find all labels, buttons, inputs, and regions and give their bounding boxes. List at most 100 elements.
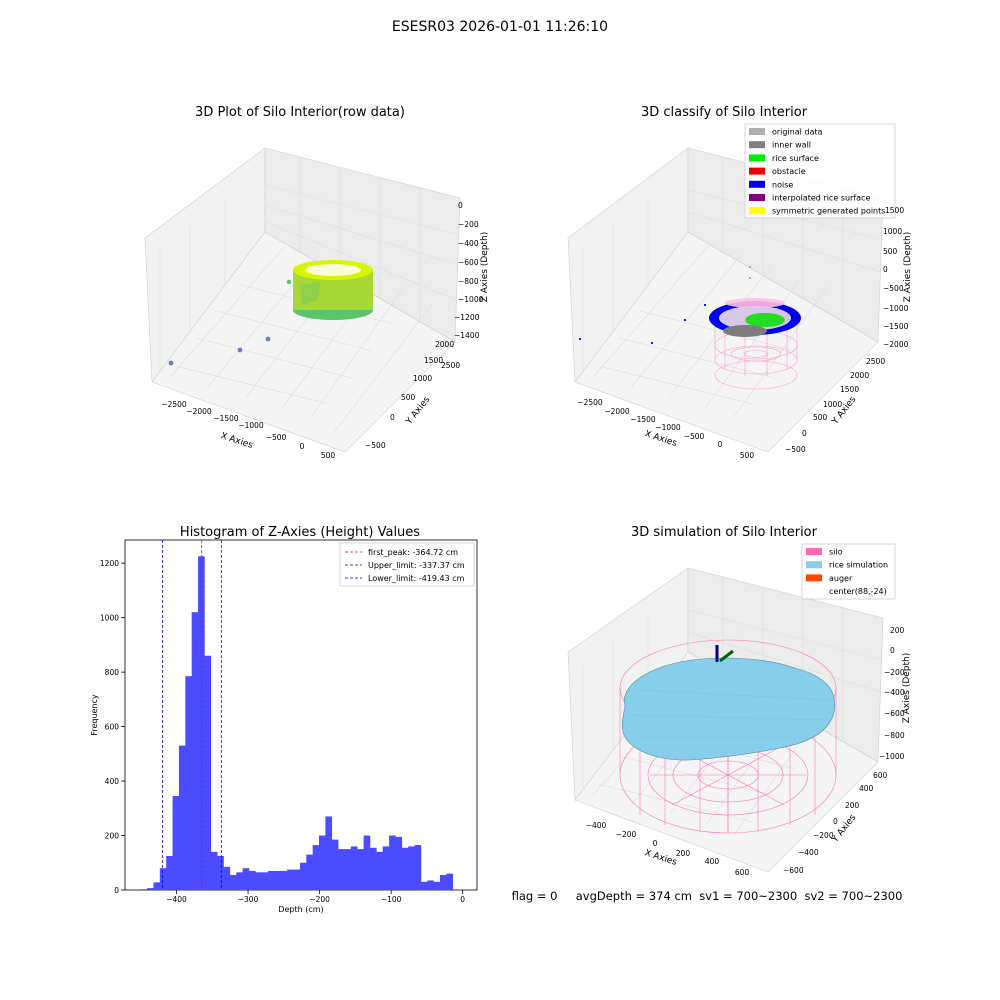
histogram-legend-label: Lower_limit: -419.43 cm xyxy=(368,574,465,583)
classify-legend-label: noise xyxy=(772,180,793,189)
svg-text:500: 500 xyxy=(321,451,336,460)
histogram-bar xyxy=(312,845,320,890)
simulation-legend-swatch xyxy=(806,561,822,569)
histogram-y-tick-label: 1200 xyxy=(100,559,119,568)
histogram-bar xyxy=(338,849,345,890)
svg-text:−2500: −2500 xyxy=(161,400,187,409)
histogram-x-tick-label: −400 xyxy=(166,895,187,904)
histogram-bar xyxy=(369,847,377,890)
svg-text:0: 0 xyxy=(653,839,658,848)
histogram-bar xyxy=(382,846,390,890)
svg-text:0: 0 xyxy=(833,817,838,826)
svg-text:−800: −800 xyxy=(884,731,905,740)
svg-text:0: 0 xyxy=(802,429,807,438)
histogram-bar xyxy=(185,676,192,890)
svg-text:−400: −400 xyxy=(458,239,479,248)
histogram-legend: first_peak: -364.72 cm Upper_limit: -337.… xyxy=(339,542,475,587)
svg-text:−600: −600 xyxy=(783,866,804,875)
svg-text:400: 400 xyxy=(859,784,874,793)
histogram-bar xyxy=(140,889,148,890)
svg-text:500: 500 xyxy=(740,451,755,460)
svg-text:−200: −200 xyxy=(884,668,905,677)
histogram-bar xyxy=(261,872,269,890)
classify-point-cloud xyxy=(578,266,801,390)
svg-text:−1500: −1500 xyxy=(213,414,239,423)
histogram-x-ticks: −400 −300 −200 −100 0 xyxy=(166,890,465,904)
raw-x-label: X Axies xyxy=(219,431,254,451)
classify-x-label: X Axies xyxy=(643,429,678,449)
histogram-y-tick-label: 0 xyxy=(114,886,119,895)
histogram-y-ticks: 0 200 400 600 800 1000 1200 xyxy=(100,559,125,895)
histogram-bar xyxy=(210,851,218,890)
svg-text:0: 0 xyxy=(718,440,723,449)
classify-legend-swatch xyxy=(749,180,765,188)
svg-text:1500: 1500 xyxy=(840,385,859,394)
raw-plot-title: 3D Plot of Silo Interior(row data) xyxy=(195,105,405,120)
histogram-title: Histogram of Z-Axies (Height) Values xyxy=(180,525,420,540)
simulation-z-label: Z Axies (Depth) xyxy=(902,653,912,724)
simulation-legend-label: auger xyxy=(829,574,853,583)
classify-legend-swatch xyxy=(749,128,765,135)
histogram-bar xyxy=(319,835,326,890)
classify-legend-swatch xyxy=(749,207,765,215)
svg-text:1500: 1500 xyxy=(424,356,443,365)
histogram-bar xyxy=(166,855,173,890)
svg-text:−2500: −2500 xyxy=(577,398,603,407)
svg-text:−1500: −1500 xyxy=(883,322,909,331)
histogram-bar xyxy=(414,845,422,890)
raw-3d-plot: 3D Plot of Silo Interior(row data) xyxy=(144,105,490,460)
histogram-bar xyxy=(178,745,186,890)
classify-legend-label: original data xyxy=(772,128,823,137)
histogram-bar xyxy=(440,875,447,890)
svg-text:−1000: −1000 xyxy=(879,752,905,761)
histogram-bar xyxy=(268,870,275,890)
histogram-bar xyxy=(217,855,224,890)
svg-text:−600: −600 xyxy=(458,258,479,267)
histogram-chart: Histogram of Z-Axies (Height) Values −40… xyxy=(90,525,478,914)
histogram-bar xyxy=(408,846,415,890)
raw-outlier-point xyxy=(265,336,271,342)
svg-text:600: 600 xyxy=(735,868,750,877)
svg-text:−1000: −1000 xyxy=(883,304,909,313)
svg-text:0: 0 xyxy=(458,201,463,210)
histogram-x-tick-label: −200 xyxy=(309,895,330,904)
svg-text:−500: −500 xyxy=(365,441,386,450)
histogram-bar xyxy=(153,882,161,890)
histogram-y-tick-label: 200 xyxy=(105,832,120,841)
histogram-bar xyxy=(242,868,250,890)
histogram-bar xyxy=(236,872,243,890)
svg-text:−1400: −1400 xyxy=(454,331,480,340)
histogram-bar xyxy=(204,655,212,890)
classify-legend-label: rice surface xyxy=(772,154,819,163)
simulation-3d-plot: 3D simulation of Silo Interior xyxy=(567,525,912,877)
histogram-bar xyxy=(389,835,396,890)
simulation-legend: silo rice simulation auger center(88,-24) xyxy=(801,543,896,600)
histogram-bar xyxy=(433,881,441,890)
histogram-bar xyxy=(191,612,199,890)
svg-text:−600: −600 xyxy=(884,709,905,718)
svg-text:2000: 2000 xyxy=(850,371,869,380)
classify-legend-label: obstacle xyxy=(772,167,806,176)
classify-3d-plot: 3D classify of Silo Interior xyxy=(567,105,913,460)
simulation-legend-swatch xyxy=(806,548,822,555)
histogram-legend-label: first_peak: -364.72 cm xyxy=(368,548,458,557)
svg-text:−1000: −1000 xyxy=(458,295,484,304)
svg-text:−400: −400 xyxy=(884,688,905,697)
classify-legend-swatch xyxy=(749,154,765,162)
histogram-bar xyxy=(357,849,364,890)
histogram-bar xyxy=(287,869,294,890)
simulation-z-ticks: 200 0 −200 −400 −600 −800 −1000 xyxy=(879,626,905,761)
svg-text:2500: 2500 xyxy=(866,357,885,366)
histogram-y-tick-label: 1000 xyxy=(100,614,119,623)
classify-legend-label: symmetric generated points xyxy=(772,207,885,216)
classify-plot-title: 3D classify of Silo Interior xyxy=(641,105,808,120)
svg-text:0: 0 xyxy=(890,646,895,655)
simulation-auger xyxy=(715,645,734,663)
raw-outlier-point xyxy=(286,279,292,285)
histogram-bar xyxy=(344,849,352,890)
classify-legend: original data inner wall rice surface obsta… xyxy=(744,123,896,219)
simulation-x-label: X Axies xyxy=(643,848,678,868)
histogram-bar xyxy=(159,868,167,890)
histogram-legend-label: Upper_limit: -337.37 cm xyxy=(368,561,465,570)
svg-text:400: 400 xyxy=(705,857,720,866)
